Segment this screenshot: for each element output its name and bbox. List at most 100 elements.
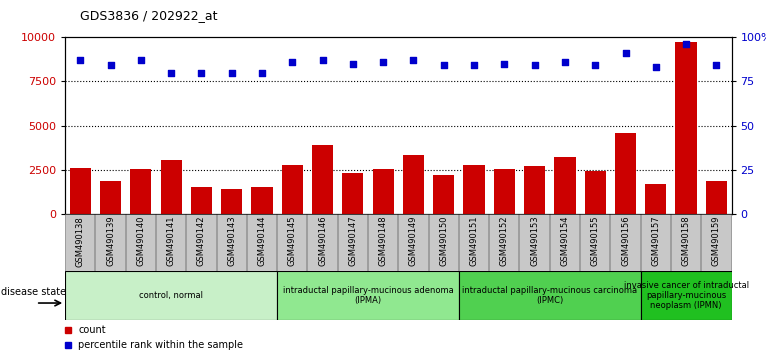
Point [165, 70, 177, 75]
Text: count: count [78, 325, 106, 335]
Text: GSM490150: GSM490150 [439, 216, 448, 266]
Point [558, 59, 571, 65]
Text: intraductal papillary-mucinous carcinoma
(IPMC): intraductal papillary-mucinous carcinoma… [462, 286, 637, 305]
Text: GSM490151: GSM490151 [470, 216, 479, 266]
Bar [580, 214, 611, 271]
Bar [550, 214, 580, 271]
Point [437, 63, 450, 68]
Text: control, normal: control, normal [139, 291, 203, 300]
Bar [221, 188, 242, 214]
Point [195, 70, 208, 75]
Bar [555, 156, 575, 214]
Bar [126, 214, 156, 271]
Bar [156, 214, 186, 271]
Point [408, 57, 420, 63]
Text: GSM490146: GSM490146 [318, 216, 327, 267]
Bar [65, 271, 277, 320]
Bar [403, 155, 424, 214]
Bar [584, 171, 606, 214]
Text: GSM490138: GSM490138 [76, 216, 85, 267]
Bar [277, 214, 307, 271]
Text: GSM490158: GSM490158 [682, 216, 691, 267]
Text: GSM490140: GSM490140 [136, 216, 146, 266]
Point [680, 41, 692, 47]
Bar [705, 181, 727, 214]
Point [710, 63, 722, 68]
Text: disease state: disease state [1, 287, 66, 297]
Bar [398, 214, 429, 271]
Text: GSM490157: GSM490157 [651, 216, 660, 267]
Bar [494, 169, 515, 214]
Bar [372, 169, 394, 214]
Bar [65, 214, 96, 271]
Text: GDS3836 / 202922_at: GDS3836 / 202922_at [80, 9, 218, 22]
Bar [161, 160, 182, 214]
Bar [186, 214, 217, 271]
Point [498, 61, 510, 67]
Text: GSM490152: GSM490152 [500, 216, 509, 266]
Point [316, 57, 329, 63]
Point [135, 57, 147, 63]
Text: GSM490145: GSM490145 [288, 216, 296, 266]
Bar [519, 214, 550, 271]
Text: GSM490142: GSM490142 [197, 216, 206, 266]
Bar [671, 214, 701, 271]
Bar [645, 184, 666, 214]
Point [620, 50, 632, 56]
Bar [701, 214, 732, 271]
Bar [338, 214, 368, 271]
Bar [130, 169, 152, 214]
Bar [282, 165, 303, 214]
Text: intraductal papillary-mucinous adenoma
(IPMA): intraductal papillary-mucinous adenoma (… [283, 286, 453, 305]
Text: GSM490144: GSM490144 [257, 216, 267, 266]
Text: GSM490156: GSM490156 [621, 216, 630, 267]
Bar [96, 214, 126, 271]
Point [286, 59, 299, 65]
Point [589, 63, 601, 68]
Bar [100, 181, 121, 214]
Bar [463, 165, 485, 214]
Bar [676, 42, 697, 214]
Text: GSM490149: GSM490149 [409, 216, 418, 266]
Bar [247, 214, 277, 271]
Bar [251, 187, 273, 214]
Bar [433, 175, 454, 214]
Text: GSM490148: GSM490148 [378, 216, 388, 267]
Bar [640, 214, 671, 271]
Point [74, 57, 87, 63]
Text: GSM490159: GSM490159 [712, 216, 721, 266]
Bar [524, 166, 545, 214]
Bar [459, 214, 489, 271]
Bar [368, 214, 398, 271]
Bar [489, 214, 519, 271]
Text: GSM490155: GSM490155 [591, 216, 600, 266]
Bar [615, 133, 636, 214]
Bar [277, 271, 459, 320]
Point [225, 70, 237, 75]
Bar [429, 214, 459, 271]
Point [529, 63, 541, 68]
Bar [307, 214, 338, 271]
Bar [70, 168, 91, 214]
Bar [312, 145, 333, 214]
Point [347, 61, 359, 67]
Point [104, 63, 116, 68]
Text: GSM490154: GSM490154 [561, 216, 569, 266]
Text: GSM490153: GSM490153 [530, 216, 539, 267]
Point [256, 70, 268, 75]
Bar [191, 187, 212, 214]
Bar [611, 214, 640, 271]
Point [377, 59, 389, 65]
Text: percentile rank within the sample: percentile rank within the sample [78, 339, 244, 350]
Bar [342, 173, 364, 214]
Text: invasive cancer of intraductal
papillary-mucinous
neoplasm (IPMN): invasive cancer of intraductal papillary… [624, 281, 748, 310]
Bar [459, 271, 640, 320]
Point [468, 63, 480, 68]
Text: GSM490147: GSM490147 [349, 216, 358, 267]
Text: GSM490143: GSM490143 [228, 216, 236, 267]
Text: GSM490139: GSM490139 [106, 216, 115, 267]
Bar [217, 214, 247, 271]
Bar [640, 271, 732, 320]
Text: GSM490141: GSM490141 [167, 216, 175, 266]
Point [650, 64, 662, 70]
